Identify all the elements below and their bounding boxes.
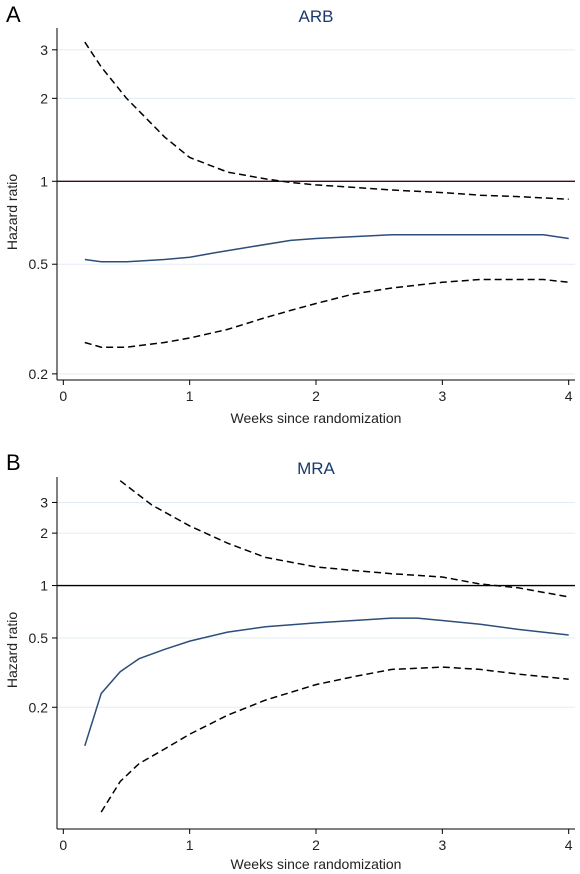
x-tick-label-b-3: 3 [438, 837, 446, 853]
x-tick-label-b-2: 2 [312, 837, 320, 853]
x-tick-label-a-3: 3 [438, 388, 446, 404]
panel-a: A ARB Hazard ratio Weeks since randomiza… [4, 2, 575, 426]
panel-b: B MRA Hazard ratio Weeks since randomiza… [4, 450, 575, 872]
y-axis-label-a: Hazard ratio [4, 174, 20, 250]
x-tick-label-a-4: 4 [565, 388, 573, 404]
series-a [84, 41, 569, 348]
grid-a [57, 49, 575, 375]
panel-letter-b: B [6, 450, 21, 475]
x-tick-label-b-0: 0 [59, 837, 67, 853]
y-tick-label-a-2: 1 [40, 173, 48, 189]
ci-line-b-1 [119, 480, 569, 598]
panel-letter-a: A [6, 2, 21, 27]
grid-b [57, 501, 575, 708]
ci-line-a-1 [84, 41, 569, 201]
ticks-b: 0.2 0.5 1 2 3 0 1 2 3 4 [29, 494, 573, 853]
y-axis-label-b: Hazard ratio [4, 612, 20, 688]
ci-line-a-2 [84, 278, 569, 348]
y-tick-label-a-1: 0.5 [29, 256, 49, 272]
x-axis-label-a: Weeks since randomization [231, 410, 402, 426]
ci-line-b-2 [100, 666, 569, 813]
y-tick-label-b-2: 1 [40, 578, 48, 594]
x-tick-label-b-4: 4 [565, 837, 573, 853]
estimate-line-a-0 [84, 233, 569, 263]
x-tick-label-a-1: 1 [186, 388, 194, 404]
axes-b [56, 477, 575, 830]
y-tick-label-a-0: 0.2 [29, 366, 49, 382]
series-b [84, 480, 569, 813]
y-tick-label-a-3: 2 [40, 90, 48, 106]
y-tick-label-b-0: 0.2 [29, 699, 49, 715]
x-tick-label-a-2: 2 [312, 388, 320, 404]
x-axis-label-b: Weeks since randomization [231, 856, 402, 872]
y-tick-label-b-4: 3 [40, 494, 48, 510]
x-tick-label-a-0: 0 [59, 388, 67, 404]
y-tick-label-a-4: 3 [40, 42, 48, 58]
y-tick-label-b-3: 2 [40, 525, 48, 541]
axes-a [56, 28, 575, 381]
ticks-a: 0.2 0.5 1 2 3 0 1 2 3 4 [29, 42, 573, 404]
x-tick-label-b-1: 1 [186, 837, 194, 853]
y-tick-label-b-1: 0.5 [29, 630, 49, 646]
chart-title-a: ARB [299, 7, 334, 26]
estimate-line-b-0 [84, 617, 569, 747]
chart-title-b: MRA [297, 459, 335, 478]
